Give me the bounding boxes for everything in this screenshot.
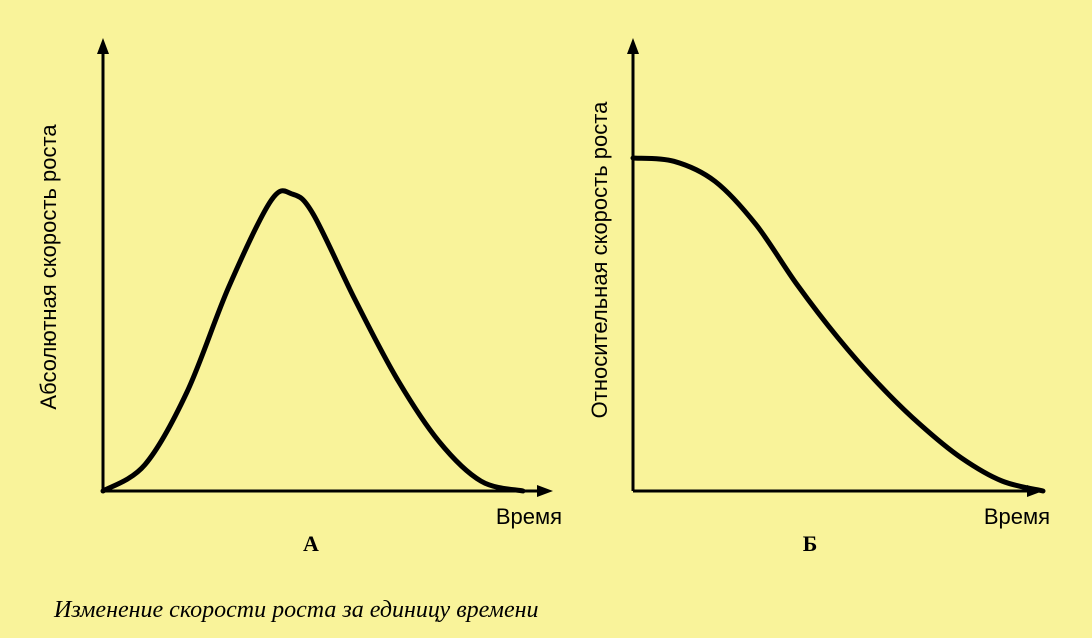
panel-b-curve [630,155,1046,494]
panel-a-absolute-growth: Абсолютная скорость роста Время А [36,38,562,556]
panel-b-y-axis-label: Относительная скорость роста [587,101,612,418]
panel-a-y-axis-label: Абсолютная скорость роста [36,124,61,410]
panel-b-x-axis-label: Время [984,504,1050,529]
panel-a-axes [97,38,553,497]
figure-caption: Изменение скорости роста за единицу врем… [53,597,539,623]
panel-b-relative-growth: Относительная скорость роста Время Б [587,38,1050,556]
panel-a-y-axis-arrowhead [97,38,109,54]
panel-b-letter: Б [803,531,818,556]
panel-a-letter: А [303,531,319,556]
panel-a-curve [100,188,526,494]
panel-b-y-axis-arrowhead [627,38,639,54]
panel-a-x-axis-arrowhead [537,485,553,497]
panel-a-x-axis-label: Время [496,504,562,529]
